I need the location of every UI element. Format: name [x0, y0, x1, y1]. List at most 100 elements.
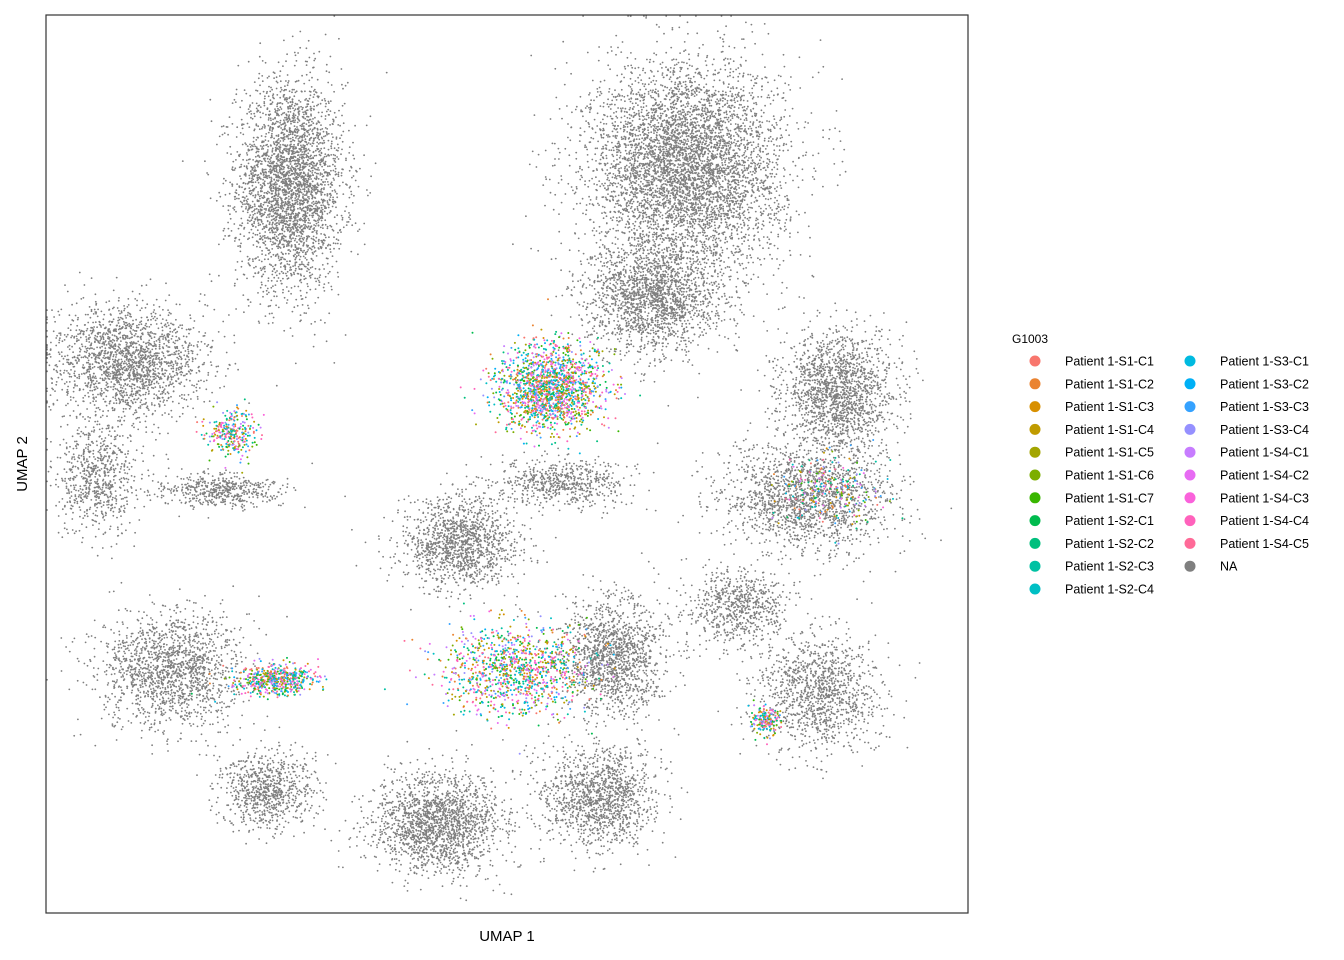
- na-point: [792, 108, 794, 110]
- na-point: [320, 103, 322, 105]
- na-point: [329, 248, 331, 250]
- na-point: [242, 159, 244, 161]
- na-point: [621, 89, 623, 91]
- na-point: [241, 225, 243, 227]
- na-point: [697, 270, 699, 272]
- na-point: [285, 60, 287, 62]
- na-point: [320, 183, 322, 185]
- na-point: [294, 263, 296, 265]
- na-point: [285, 273, 287, 275]
- na-point: [621, 176, 623, 178]
- na-point: [287, 117, 289, 119]
- na-point: [338, 110, 340, 112]
- na-point: [685, 229, 687, 231]
- na-point: [316, 230, 318, 232]
- na-point: [282, 150, 284, 152]
- na-point: [265, 177, 267, 179]
- na-point: [273, 317, 275, 319]
- na-point: [270, 103, 272, 105]
- na-point: [242, 203, 244, 205]
- na-point: [623, 129, 625, 131]
- na-point: [236, 198, 238, 200]
- na-point: [268, 198, 270, 200]
- na-point: [259, 42, 261, 44]
- na-point: [289, 105, 291, 107]
- na-point: [306, 47, 308, 49]
- na-point: [302, 193, 304, 195]
- na-point: [236, 151, 238, 153]
- na-point: [737, 100, 739, 102]
- na-point: [319, 142, 321, 144]
- na-point: [290, 133, 292, 135]
- na-point: [241, 124, 243, 126]
- na-point: [268, 249, 270, 251]
- na-point: [317, 128, 319, 130]
- na-point: [658, 196, 660, 198]
- na-point: [337, 150, 339, 152]
- na-point: [300, 295, 302, 297]
- na-point: [280, 87, 282, 89]
- na-point: [312, 170, 314, 172]
- na-point: [270, 166, 272, 168]
- na-point: [304, 172, 306, 174]
- na-point: [635, 80, 637, 82]
- na-point: [309, 289, 311, 291]
- na-point: [210, 197, 212, 199]
- na-point: [312, 151, 314, 153]
- na-point: [293, 181, 295, 183]
- na-point: [747, 229, 749, 231]
- na-point: [272, 322, 274, 324]
- na-point: [646, 217, 648, 219]
- na-point: [282, 289, 284, 291]
- na-point: [302, 116, 304, 118]
- na-point: [278, 153, 280, 155]
- na-point: [722, 252, 724, 254]
- na-point: [798, 296, 800, 298]
- na-point: [244, 188, 246, 190]
- na-point: [277, 245, 279, 247]
- na-point: [777, 206, 779, 208]
- na-point: [350, 166, 352, 168]
- na-point: [311, 198, 313, 200]
- na-point: [247, 123, 249, 125]
- na-point: [235, 211, 237, 213]
- na-point: [306, 184, 308, 186]
- na-point: [254, 115, 256, 117]
- na-point: [656, 24, 658, 26]
- na-point: [286, 164, 288, 166]
- na-point: [292, 265, 294, 267]
- na-point: [348, 212, 350, 214]
- na-point: [277, 204, 279, 206]
- na-point: [351, 177, 353, 179]
- na-point: [638, 271, 640, 273]
- na-point: [285, 226, 287, 228]
- na-point: [253, 175, 255, 177]
- na-point: [735, 169, 737, 171]
- na-point: [345, 159, 347, 161]
- na-point: [313, 190, 315, 192]
- na-point: [624, 115, 626, 117]
- na-point: [290, 174, 292, 176]
- na-point: [693, 133, 695, 135]
- na-point: [268, 292, 270, 294]
- na-point: [234, 240, 236, 242]
- na-point: [324, 163, 326, 165]
- na-point: [768, 163, 770, 165]
- na-point: [286, 241, 288, 243]
- na-point: [631, 250, 633, 252]
- na-point: [323, 188, 325, 190]
- na-point: [260, 205, 262, 207]
- na-point: [299, 164, 301, 166]
- na-point: [322, 244, 324, 246]
- na-point: [286, 208, 288, 210]
- na-point: [293, 208, 295, 210]
- na-point: [271, 190, 273, 192]
- na-point: [296, 196, 298, 198]
- na-point: [302, 195, 304, 197]
- na-point: [666, 190, 668, 192]
- na-point: [776, 213, 778, 215]
- na-point: [774, 213, 776, 215]
- na-point: [269, 110, 271, 112]
- na-point: [596, 96, 598, 98]
- na-point: [283, 258, 285, 260]
